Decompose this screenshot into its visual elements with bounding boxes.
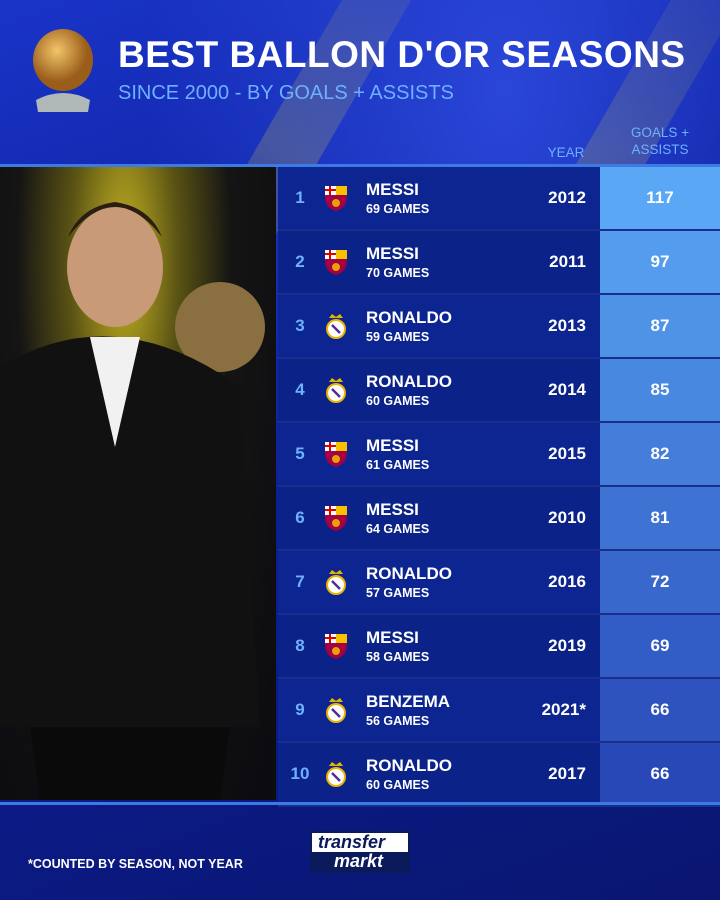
games-count: 70 GAMES xyxy=(366,266,430,280)
table-row: 8 MESSI 58 GAMES 2019 69 xyxy=(278,615,720,679)
column-header-line: GOALS + xyxy=(630,125,690,140)
rank: 9 xyxy=(295,700,305,719)
rank: 5 xyxy=(295,444,305,463)
player-name: RONALDO xyxy=(366,308,452,327)
rank: 2 xyxy=(295,252,305,271)
column-header-year: YEAR xyxy=(547,145,585,160)
season-year: 2015 xyxy=(548,444,586,463)
goals-assists-value: 97 xyxy=(600,231,720,293)
player-cell: MESSI 64 GAMES xyxy=(366,500,512,536)
logo-line: transfer xyxy=(318,832,386,852)
barcelona-crest-icon xyxy=(325,250,347,275)
goals-assists-value: 72 xyxy=(600,551,720,613)
games-count: 69 GAMES xyxy=(366,202,430,216)
column-header-goals-assists: GOALS + ASSISTS xyxy=(600,124,720,158)
player-cell: MESSI 61 GAMES xyxy=(366,436,512,472)
player-name: BENZEMA xyxy=(366,692,451,711)
table-row: 3 RONALDO 59 GAMES 2013 87 xyxy=(278,295,720,359)
player-name: RONALDO xyxy=(366,564,452,583)
player-cell: RONALDO 57 GAMES xyxy=(366,564,512,600)
season-year: 2012 xyxy=(548,188,586,207)
goals-assists-value: 82 xyxy=(600,423,720,485)
season-year: 2019 xyxy=(548,636,586,655)
goals-assists-value: 117 xyxy=(600,167,720,229)
barcelona-crest-icon xyxy=(325,506,347,531)
player-name: RONALDO xyxy=(366,372,452,391)
player-name: RONALDO xyxy=(366,756,452,775)
rank: 10 xyxy=(290,764,310,783)
player-name: MESSI xyxy=(366,436,419,455)
season-year: 2014 xyxy=(548,380,586,399)
column-header-line: ASSISTS xyxy=(631,142,689,157)
logo-line: markt xyxy=(312,852,408,871)
season-year: 2013 xyxy=(548,316,586,335)
player-name: MESSI xyxy=(366,500,419,519)
games-count: 59 GAMES xyxy=(366,330,430,344)
table-row: 5 MESSI 61 GAMES 2015 82 xyxy=(278,423,720,487)
season-year: 2010 xyxy=(548,508,586,527)
rank: 6 xyxy=(295,508,305,527)
player-photo xyxy=(0,167,276,800)
games-count: 64 GAMES xyxy=(366,522,430,536)
transfermarkt-logo: transfer markt xyxy=(310,831,410,873)
table-row: 9 BENZEMA 56 GAMES 2021* 66 xyxy=(278,679,720,743)
player-name: MESSI xyxy=(366,180,419,199)
page-subtitle: SINCE 2000 - BY GOALS + ASSISTS xyxy=(118,82,454,104)
goals-assists-value: 81 xyxy=(600,487,720,549)
player-cell: MESSI 69 GAMES xyxy=(366,180,512,216)
table-row: 1 MESSI 69 GAMES 2012 117 xyxy=(278,167,720,231)
barcelona-crest-icon xyxy=(325,634,347,659)
games-count: 61 GAMES xyxy=(366,458,430,472)
barcelona-crest-icon xyxy=(325,186,347,211)
goals-assists-value: 87 xyxy=(600,295,720,357)
rank: 1 xyxy=(295,188,305,207)
season-year: 2021* xyxy=(541,700,586,719)
rank: 7 xyxy=(295,572,305,591)
real-madrid-crest-icon xyxy=(326,698,346,723)
games-count: 56 GAMES xyxy=(366,714,430,728)
player-name: MESSI xyxy=(366,628,419,647)
games-count: 60 GAMES xyxy=(366,394,430,408)
player-cell: RONALDO 60 GAMES xyxy=(366,372,512,408)
barcelona-crest-icon xyxy=(325,442,347,467)
rank: 4 xyxy=(295,380,305,399)
table-row: 4 RONALDO 60 GAMES 2014 85 xyxy=(278,359,720,423)
real-madrid-crest-icon xyxy=(326,762,346,787)
season-year: 2011 xyxy=(549,252,586,271)
footnote: *COUNTED BY SEASON, NOT YEAR xyxy=(28,857,243,871)
ballon-dor-trophy-icon xyxy=(33,29,93,112)
goals-assists-value: 69 xyxy=(600,615,720,677)
goals-assists-value: 85 xyxy=(600,359,720,421)
table-row: 2 MESSI 70 GAMES 2011 97 xyxy=(278,231,720,295)
table-row: 7 RONALDO 57 GAMES 2016 72 xyxy=(278,551,720,615)
table-row: 6 MESSI 64 GAMES 2010 81 xyxy=(278,487,720,551)
player-cell: RONALDO 60 GAMES xyxy=(366,756,512,792)
real-madrid-crest-icon xyxy=(326,570,346,595)
season-year: 2017 xyxy=(548,764,586,783)
real-madrid-crest-icon xyxy=(326,314,346,339)
player-cell: MESSI 58 GAMES xyxy=(366,628,512,664)
real-madrid-crest-icon xyxy=(326,378,346,403)
page-title: BEST BALLON D'OR SEASONS xyxy=(118,34,686,75)
player-cell: RONALDO 59 GAMES xyxy=(366,308,512,344)
divider xyxy=(0,164,720,167)
games-count: 57 GAMES xyxy=(366,586,430,600)
player-name: MESSI xyxy=(366,244,419,263)
rank: 8 xyxy=(295,636,305,655)
player-cell: BENZEMA 56 GAMES xyxy=(366,692,512,728)
games-count: 58 GAMES xyxy=(366,650,430,664)
season-year: 2016 xyxy=(548,572,586,591)
table-row: 10 RONALDO 60 GAMES 2017 66 xyxy=(278,743,720,807)
games-count: 60 GAMES xyxy=(366,778,430,792)
goals-assists-value: 66 xyxy=(600,743,720,805)
goals-assists-value: 66 xyxy=(600,679,720,741)
divider xyxy=(0,802,720,805)
rank: 3 xyxy=(295,316,305,335)
player-cell: MESSI 70 GAMES xyxy=(366,244,512,280)
ranking-table: 1 MESSI 69 GAMES 2012 117 2 MESSI 70 GAMES … xyxy=(278,167,720,807)
